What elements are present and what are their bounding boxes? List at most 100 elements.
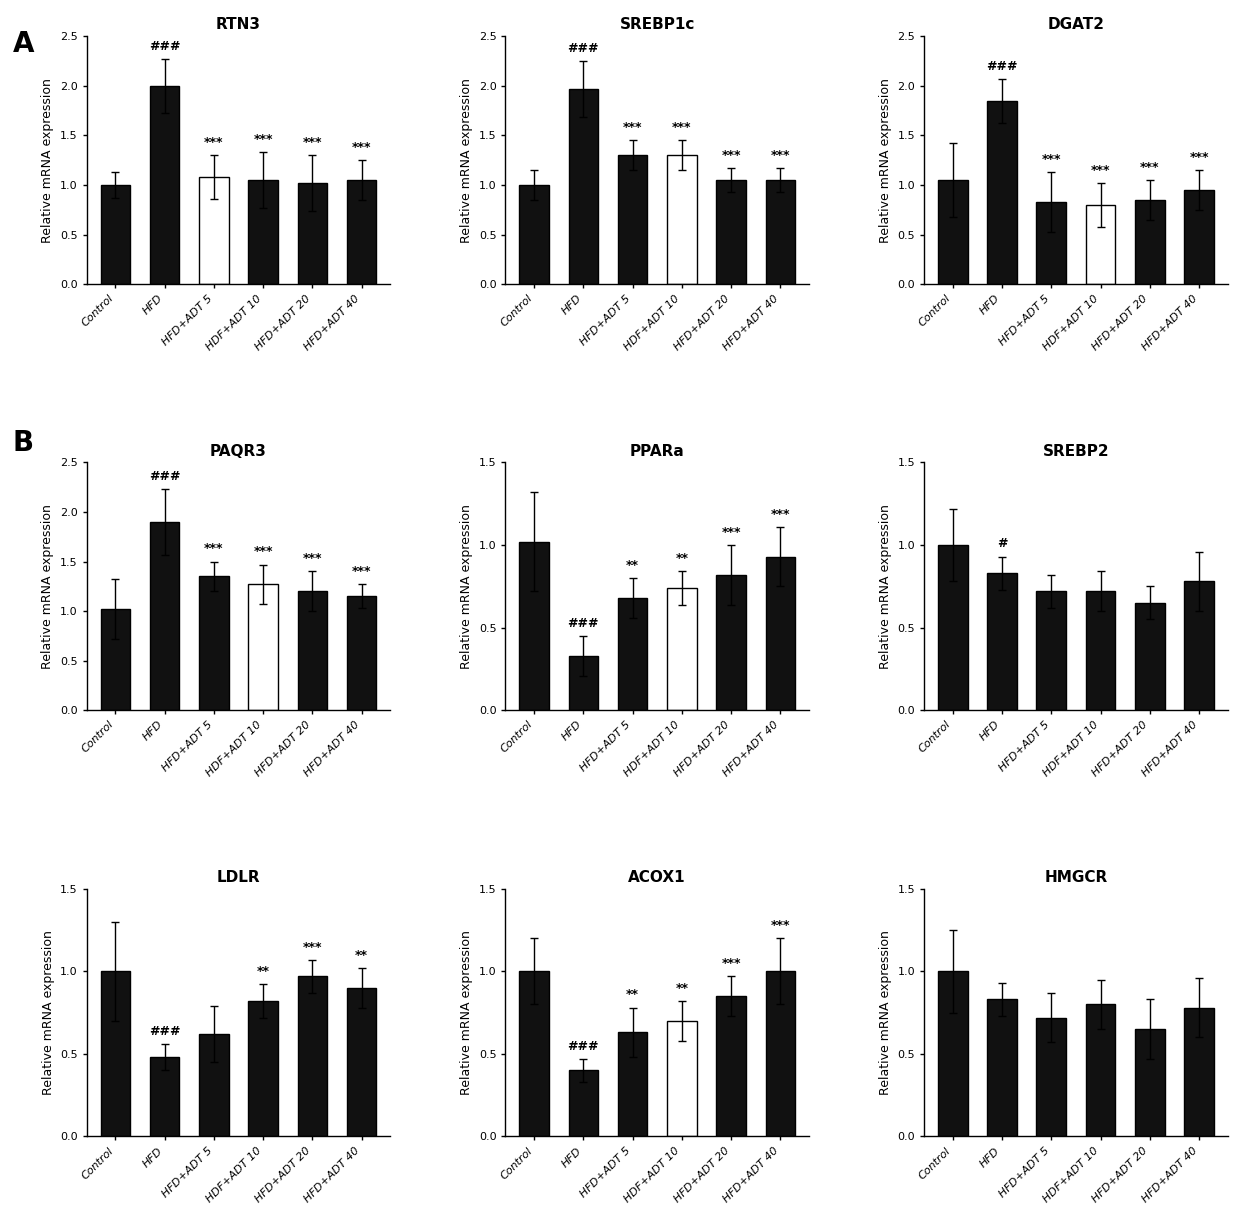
Text: ###: ### bbox=[986, 59, 1018, 73]
Bar bbox=[150, 86, 180, 284]
Text: **: ** bbox=[355, 949, 368, 962]
Y-axis label: Relative mRNA expression: Relative mRNA expression bbox=[41, 504, 55, 669]
Y-axis label: Relative mRNA expression: Relative mRNA expression bbox=[879, 77, 892, 243]
Text: ***: *** bbox=[1140, 161, 1159, 174]
Bar bbox=[717, 574, 745, 710]
Text: **: ** bbox=[626, 989, 639, 1001]
Bar bbox=[1135, 199, 1164, 284]
Text: **: ** bbox=[676, 553, 688, 566]
Title: ACOX1: ACOX1 bbox=[629, 869, 686, 885]
Bar bbox=[200, 177, 228, 284]
Bar bbox=[1086, 1005, 1115, 1136]
Bar bbox=[200, 577, 228, 710]
Bar bbox=[569, 88, 598, 284]
Bar bbox=[520, 542, 549, 710]
Title: PAQR3: PAQR3 bbox=[210, 444, 267, 458]
Text: ***: *** bbox=[253, 133, 273, 146]
Text: **: ** bbox=[626, 559, 639, 572]
Bar bbox=[248, 180, 278, 284]
Bar bbox=[667, 155, 697, 284]
Bar bbox=[1037, 591, 1066, 710]
Text: ***: *** bbox=[303, 553, 322, 566]
Bar bbox=[667, 588, 697, 710]
Title: RTN3: RTN3 bbox=[216, 17, 260, 33]
Bar bbox=[520, 185, 549, 284]
Text: ***: *** bbox=[672, 121, 692, 134]
Y-axis label: Relative mRNA expression: Relative mRNA expression bbox=[879, 930, 892, 1095]
Bar bbox=[347, 988, 377, 1136]
Text: ***: *** bbox=[303, 941, 322, 954]
Y-axis label: Relative mRNA expression: Relative mRNA expression bbox=[42, 930, 55, 1095]
Text: ***: *** bbox=[303, 137, 322, 149]
Text: ***: *** bbox=[622, 121, 642, 134]
Bar bbox=[1184, 1007, 1214, 1136]
Text: ***: *** bbox=[722, 958, 740, 970]
Bar bbox=[1184, 582, 1214, 710]
Bar bbox=[717, 180, 745, 284]
Y-axis label: Relative mRNA expression: Relative mRNA expression bbox=[879, 504, 892, 669]
Text: ***: *** bbox=[770, 149, 790, 162]
Text: ###: ### bbox=[568, 1040, 599, 1053]
Title: HMGCR: HMGCR bbox=[1044, 869, 1107, 885]
Text: **: ** bbox=[257, 965, 269, 978]
Bar bbox=[618, 598, 647, 710]
Text: ###: ### bbox=[568, 42, 599, 54]
Bar bbox=[937, 180, 967, 284]
Bar bbox=[100, 185, 130, 284]
Text: ***: *** bbox=[1189, 151, 1209, 164]
Title: LDLR: LDLR bbox=[217, 869, 260, 885]
Bar bbox=[298, 183, 327, 284]
Bar bbox=[569, 655, 598, 710]
Text: ***: *** bbox=[770, 919, 790, 932]
Text: ###: ### bbox=[568, 617, 599, 630]
Text: B: B bbox=[12, 429, 33, 457]
Bar bbox=[569, 1070, 598, 1136]
Bar bbox=[618, 1032, 647, 1136]
Text: ###: ### bbox=[149, 470, 180, 484]
Bar bbox=[717, 996, 745, 1136]
Text: A: A bbox=[12, 30, 33, 58]
Text: ###: ### bbox=[149, 1025, 180, 1037]
Bar bbox=[248, 1001, 278, 1136]
Bar bbox=[1184, 190, 1214, 284]
Text: ***: *** bbox=[253, 545, 273, 559]
Title: PPARa: PPARa bbox=[630, 444, 684, 458]
Bar bbox=[248, 584, 278, 710]
Bar bbox=[765, 556, 795, 710]
Bar bbox=[937, 971, 967, 1136]
Text: ***: *** bbox=[205, 543, 223, 555]
Bar bbox=[150, 1057, 180, 1136]
Bar bbox=[987, 1000, 1017, 1136]
Bar bbox=[937, 545, 967, 710]
Bar bbox=[1037, 202, 1066, 284]
Bar bbox=[1037, 1018, 1066, 1136]
Y-axis label: Relative mRNA expression: Relative mRNA expression bbox=[41, 77, 55, 243]
Bar bbox=[347, 180, 377, 284]
Text: ***: *** bbox=[1091, 163, 1110, 177]
Bar bbox=[765, 971, 795, 1136]
Text: ***: *** bbox=[352, 565, 372, 578]
Title: SREBP1c: SREBP1c bbox=[620, 17, 694, 33]
Bar bbox=[100, 609, 130, 710]
Bar bbox=[150, 522, 180, 710]
Y-axis label: Relative mRNA expression: Relative mRNA expression bbox=[460, 77, 474, 243]
Bar bbox=[1135, 1029, 1164, 1136]
Bar bbox=[1086, 591, 1115, 710]
Bar bbox=[765, 180, 795, 284]
Bar bbox=[667, 1020, 697, 1136]
Text: ***: *** bbox=[205, 137, 223, 149]
Bar bbox=[987, 573, 1017, 710]
Text: ***: *** bbox=[770, 508, 790, 521]
Text: **: ** bbox=[676, 982, 688, 995]
Bar bbox=[347, 596, 377, 710]
Bar bbox=[200, 1034, 228, 1136]
Title: DGAT2: DGAT2 bbox=[1048, 17, 1105, 33]
Bar bbox=[1135, 603, 1164, 710]
Bar bbox=[1086, 204, 1115, 284]
Text: #: # bbox=[997, 538, 1007, 550]
Bar bbox=[298, 591, 327, 710]
Text: ***: *** bbox=[1042, 152, 1061, 166]
Y-axis label: Relative mRNA expression: Relative mRNA expression bbox=[460, 504, 474, 669]
Bar bbox=[987, 100, 1017, 284]
Title: SREBP2: SREBP2 bbox=[1043, 444, 1110, 458]
